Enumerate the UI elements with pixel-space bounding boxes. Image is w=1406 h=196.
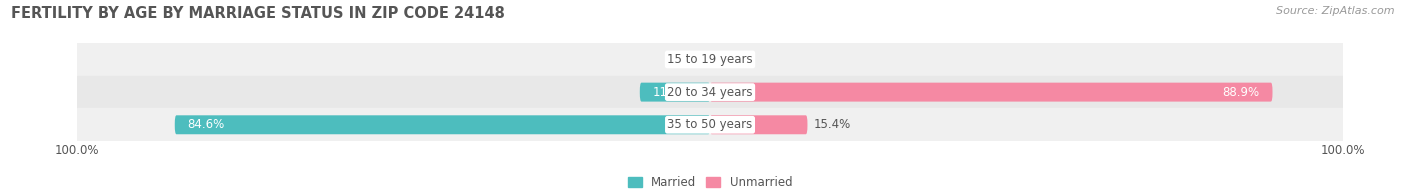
- Text: 88.9%: 88.9%: [1223, 86, 1260, 99]
- FancyBboxPatch shape: [710, 115, 807, 134]
- FancyBboxPatch shape: [640, 83, 710, 102]
- Text: 15 to 19 years: 15 to 19 years: [668, 53, 752, 66]
- Text: 0.0%: 0.0%: [673, 53, 704, 66]
- Text: 20 to 34 years: 20 to 34 years: [668, 86, 752, 99]
- Bar: [77, 43, 1343, 76]
- FancyBboxPatch shape: [174, 115, 710, 134]
- Text: 15.4%: 15.4%: [814, 118, 851, 131]
- Text: Source: ZipAtlas.com: Source: ZipAtlas.com: [1277, 6, 1395, 16]
- Legend: Married, Unmarried: Married, Unmarried: [627, 176, 793, 189]
- FancyBboxPatch shape: [710, 83, 1272, 102]
- Text: 0.0%: 0.0%: [717, 53, 747, 66]
- Bar: [77, 108, 1343, 141]
- Text: 11.1%: 11.1%: [652, 86, 690, 99]
- Text: FERTILITY BY AGE BY MARRIAGE STATUS IN ZIP CODE 24148: FERTILITY BY AGE BY MARRIAGE STATUS IN Z…: [11, 6, 505, 21]
- Text: 35 to 50 years: 35 to 50 years: [668, 118, 752, 131]
- Text: 84.6%: 84.6%: [187, 118, 225, 131]
- Bar: [77, 76, 1343, 108]
